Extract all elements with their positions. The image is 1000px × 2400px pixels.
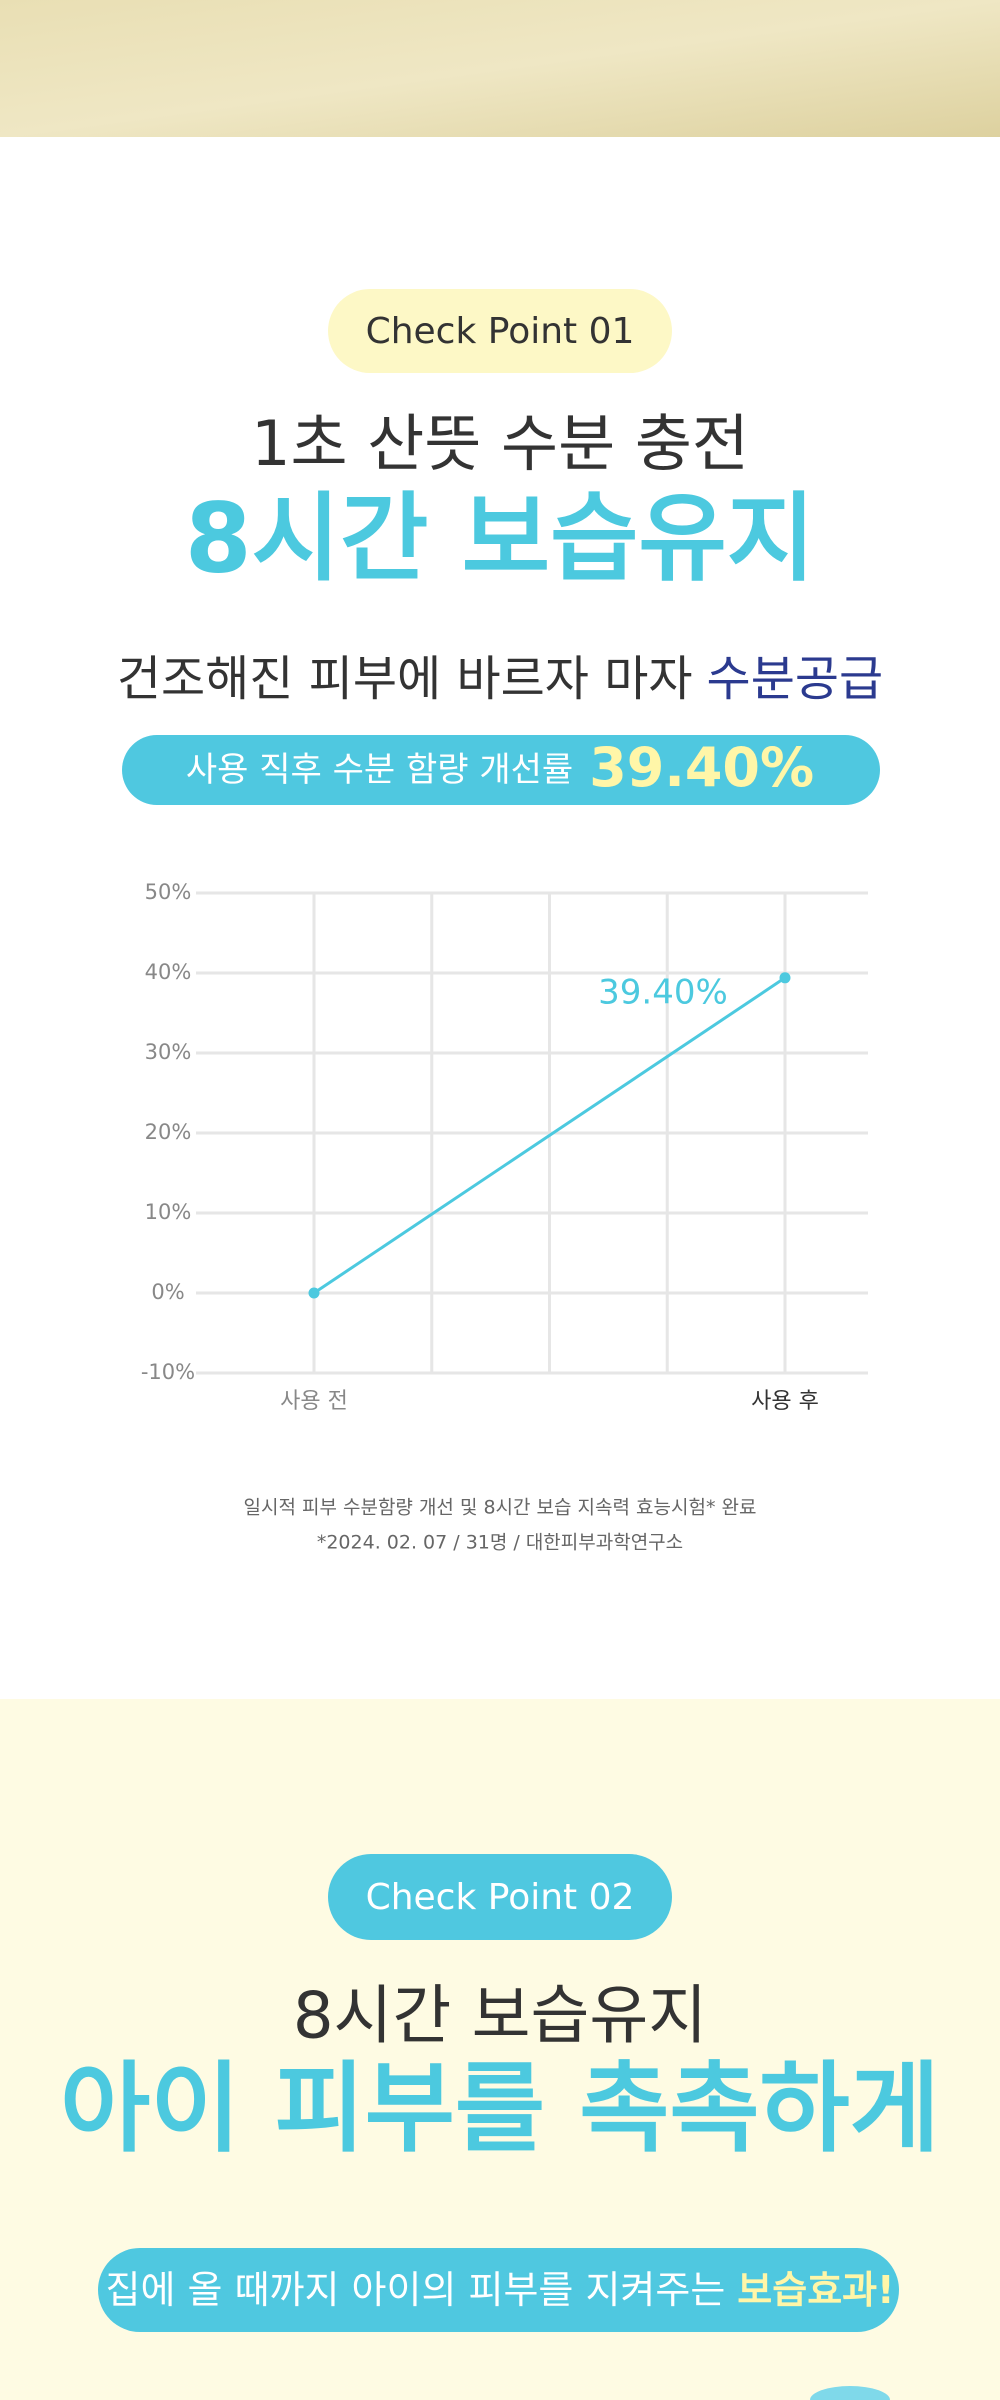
subtitle: 1초 산뜻 수분 충전 [251, 407, 749, 480]
y-tick-label: -10% [141, 1360, 195, 1384]
y-tick-label: 40% [145, 960, 192, 984]
value-label: 39.40% [598, 972, 728, 1012]
section-1-bg [0, 137, 1000, 1699]
badge-bg [328, 289, 672, 373]
badge: Check Point 01 [366, 311, 635, 352]
banner-highlight: 보습효과! [737, 2268, 894, 2312]
badge: Check Point 02 [366, 1877, 635, 1918]
x-tick-label: 사용 후 [751, 1389, 819, 1414]
banner-pill [98, 2248, 899, 2332]
banner: 집에 올 때까지 아이의 피부를 지켜주는 보습효과! [106, 2268, 895, 2312]
description-highlight: 수분공급 [707, 651, 884, 707]
y-tick-label: 10% [145, 1200, 192, 1224]
banner-text: 집에 올 때까지 아이의 피부를 지켜주는 [106, 2268, 726, 2312]
y-tick-label: 50% [145, 880, 192, 904]
y-tick-label: 20% [145, 1120, 192, 1144]
stat-pill [122, 735, 880, 805]
title: 8시간 보습유지 [185, 482, 815, 594]
line [313, 976, 786, 1295]
stat: 사용 직후 수분 함량 개선률 39.40% [186, 736, 814, 799]
y-tick-label: 0% [151, 1280, 184, 1304]
point [308, 1287, 320, 1299]
point [779, 972, 791, 984]
title: 아이 피부를 촉촉하게 [60, 2052, 940, 2166]
chart: -10% 0% 10% 20% 30% 40% 50% 사용 전 사용 후 39.40% [141, 880, 868, 1414]
decoration [810, 2386, 890, 2400]
description-text: 건조해진 피부에 바르자 마자 [117, 651, 693, 707]
stat-value: 39.40% [589, 736, 814, 799]
y-tick-label: 30% [145, 1040, 192, 1064]
badge-bg [328, 1854, 672, 1940]
x-tick-label: 사용 전 [280, 1389, 348, 1414]
footnote: 일시적 피부 수분함량 개선 및 8시간 보습 지속력 효능시험* 완료 [244, 1497, 757, 1519]
stat-label: 사용 직후 수분 함량 개선률 [186, 750, 573, 790]
subtitle: 8시간 보습유지 [293, 1980, 707, 2054]
top-banner [0, 0, 1000, 137]
description: 건조해진 피부에 바르자 마자 수분공급 [117, 651, 883, 707]
footnote: *2024. 02. 07 / 31명 / 대한피부과학연구소 [317, 1532, 683, 1554]
